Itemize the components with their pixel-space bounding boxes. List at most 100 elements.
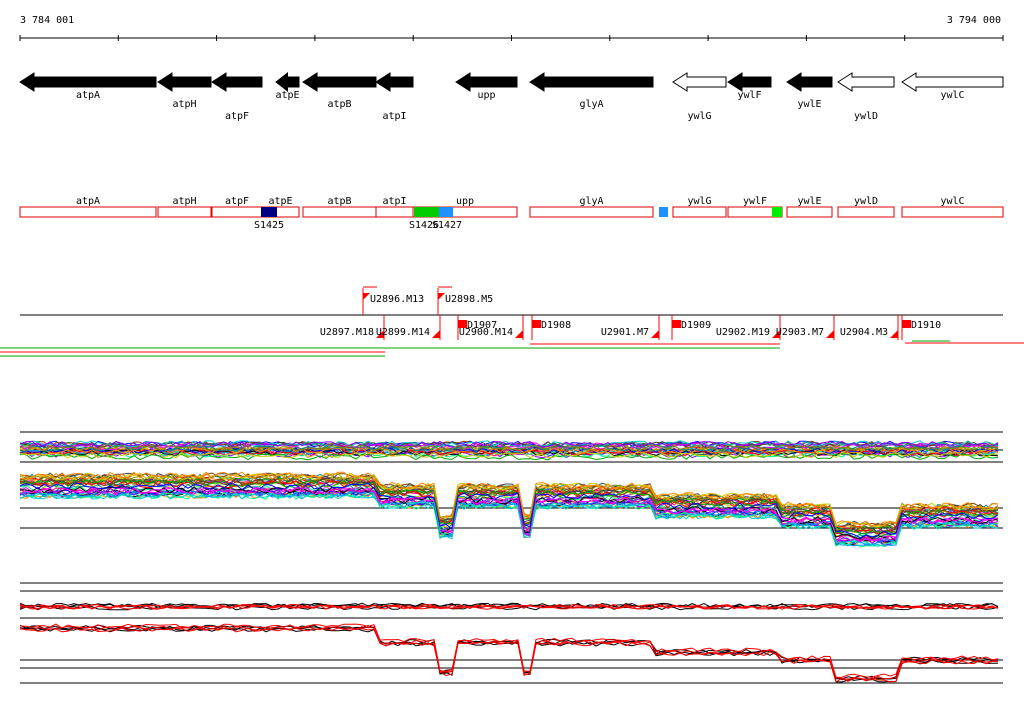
gene-arrow-ywlF[interactable] xyxy=(727,72,772,92)
probe-track: U2896.M13 U2898.M5 U2897.M18 U2899.M14 D1907… xyxy=(0,286,1024,357)
probe-marker[interactable] xyxy=(890,330,898,338)
probe-marker[interactable] xyxy=(363,293,370,300)
probe-marker[interactable] xyxy=(902,320,911,328)
feature-block[interactable] xyxy=(772,207,782,217)
gene-box-upp[interactable] xyxy=(412,206,518,218)
gene-track: atpA atpH atpF atpE atpB atpI upp glyA ywlG ywlF y… xyxy=(19,71,1004,122)
probe-marker[interactable] xyxy=(651,330,659,338)
gene-box-atpA[interactable] xyxy=(19,206,157,218)
gene-label-atpI: atpI xyxy=(382,111,406,122)
gene-box-track: atpA atpH atpF atpE atpB atpI upp glyA ywlG ywlF y… xyxy=(19,196,1004,231)
gene-box-label-atpH: atpH xyxy=(172,196,196,207)
probe-marker[interactable] xyxy=(376,330,384,338)
probe-label-U2904.M3: U2904.M3 xyxy=(840,327,888,338)
gene-arrow-ywlD[interactable] xyxy=(837,72,895,92)
gene-label-ywlD: ywlD xyxy=(854,111,878,122)
probe-marker[interactable] xyxy=(532,320,541,328)
expression-trace xyxy=(19,447,999,455)
probe-label-U2902.M19: U2902.M19 xyxy=(716,327,770,338)
gene-box-label-atpI: atpI xyxy=(382,196,406,207)
feature-block[interactable] xyxy=(659,207,668,217)
selected-trace xyxy=(19,625,999,681)
probe-label-D1909: D1909 xyxy=(681,320,711,331)
expression-trace xyxy=(19,486,999,543)
expression-trace xyxy=(19,491,999,547)
expression-trace xyxy=(19,482,999,539)
feature-label-S1427: S1427 xyxy=(432,220,462,231)
gene-box-ywlD[interactable] xyxy=(837,206,895,218)
probe-marker[interactable] xyxy=(826,330,834,338)
gene-box-label-ywlD: ywlD xyxy=(854,196,878,207)
selected-trace xyxy=(19,602,999,608)
probe-marker[interactable] xyxy=(438,293,445,300)
gene-arrow-ywlG[interactable] xyxy=(672,72,727,92)
gene-label-atpE: atpE xyxy=(275,90,299,101)
selected-trace xyxy=(19,623,999,678)
selected-trace xyxy=(19,604,999,610)
gene-box-ywlG[interactable] xyxy=(672,206,727,218)
gene-label-ywlE: ywlE xyxy=(797,99,821,110)
gene-box-ywlE[interactable] xyxy=(786,206,833,218)
probe-label-U2900.M14: U2900.M14 xyxy=(459,327,513,338)
gene-label-ywlC: ywlC xyxy=(940,90,964,101)
gene-arrow-upp[interactable] xyxy=(455,72,518,92)
expression-trace xyxy=(19,471,999,527)
start-coordinate: 3 784 001 xyxy=(20,15,74,26)
gene-arrow-atpB[interactable] xyxy=(302,72,377,92)
gene-label-upp: upp xyxy=(477,90,495,101)
feature-label-S1425: S1425 xyxy=(254,220,284,231)
selected-trace xyxy=(19,627,998,683)
gene-box-ywlC[interactable] xyxy=(901,206,1004,218)
selected-trace xyxy=(19,603,999,609)
gene-arrow-atpA[interactable] xyxy=(19,72,157,92)
probe-marker[interactable] xyxy=(672,320,681,328)
expression-trace xyxy=(19,446,999,455)
probe-label-U2896.M13: U2896.M13 xyxy=(370,294,424,305)
feature-block[interactable] xyxy=(414,207,439,217)
gene-box-label-ywlE: ywlE xyxy=(797,196,821,207)
gene-box-glyA[interactable] xyxy=(529,206,654,218)
feature-block[interactable] xyxy=(261,207,277,217)
expression-trace xyxy=(19,443,999,451)
gene-label-atpH: atpH xyxy=(172,99,196,110)
gene-box-label-upp: upp xyxy=(456,196,474,207)
gene-arrow-atpH[interactable] xyxy=(157,72,212,92)
gene-arrow-glyA[interactable] xyxy=(529,72,654,92)
probe-marker[interactable] xyxy=(772,330,780,338)
probe-marker[interactable] xyxy=(432,330,440,338)
probe-marker[interactable] xyxy=(458,320,467,328)
expression-trace xyxy=(19,490,999,547)
gene-box-label-atpF: atpF xyxy=(225,196,249,207)
gene-arrow-atpI[interactable] xyxy=(375,72,414,92)
gene-box-label-atpB: atpB xyxy=(327,196,351,207)
gene-label-atpB: atpB xyxy=(327,99,351,110)
probe-label-D1907: D1907 xyxy=(467,320,497,331)
gene-box-atpH[interactable] xyxy=(157,206,212,218)
gene-arrow-ywlC[interactable] xyxy=(901,72,1004,92)
gene-box-atpB[interactable] xyxy=(302,206,377,218)
gene-box-label-ywlC: ywlC xyxy=(940,196,964,207)
probe-label-U2899.M14: U2899.M14 xyxy=(376,327,430,338)
gene-box-atpF[interactable] xyxy=(211,206,263,218)
gene-arrow-ywlE[interactable] xyxy=(786,72,833,92)
gene-arrow-atpF[interactable] xyxy=(211,72,263,92)
feature-block[interactable] xyxy=(439,207,453,217)
expression-profiles-selected xyxy=(19,582,1003,684)
selected-trace xyxy=(19,625,999,681)
gene-label-atpA: atpA xyxy=(76,90,100,101)
gene-box-atpI[interactable] xyxy=(375,206,414,218)
expression-trace xyxy=(19,453,999,461)
expression-profiles-all xyxy=(19,431,1003,548)
gene-arrow-atpE[interactable] xyxy=(275,71,300,93)
probe-label-U2901.M7: U2901.M7 xyxy=(601,327,649,338)
selected-trace xyxy=(19,624,999,680)
feature-label-S1426: S1426 xyxy=(409,220,439,231)
expression-trace xyxy=(19,441,999,449)
gene-box-label-atpE: atpE xyxy=(268,196,292,207)
coordinate-ruler: 3 784 001 3 794 000 xyxy=(19,15,1004,41)
probe-label-U2897.M18: U2897.M18 xyxy=(320,327,374,338)
expression-trace xyxy=(19,491,999,548)
probe-marker[interactable] xyxy=(515,330,523,338)
